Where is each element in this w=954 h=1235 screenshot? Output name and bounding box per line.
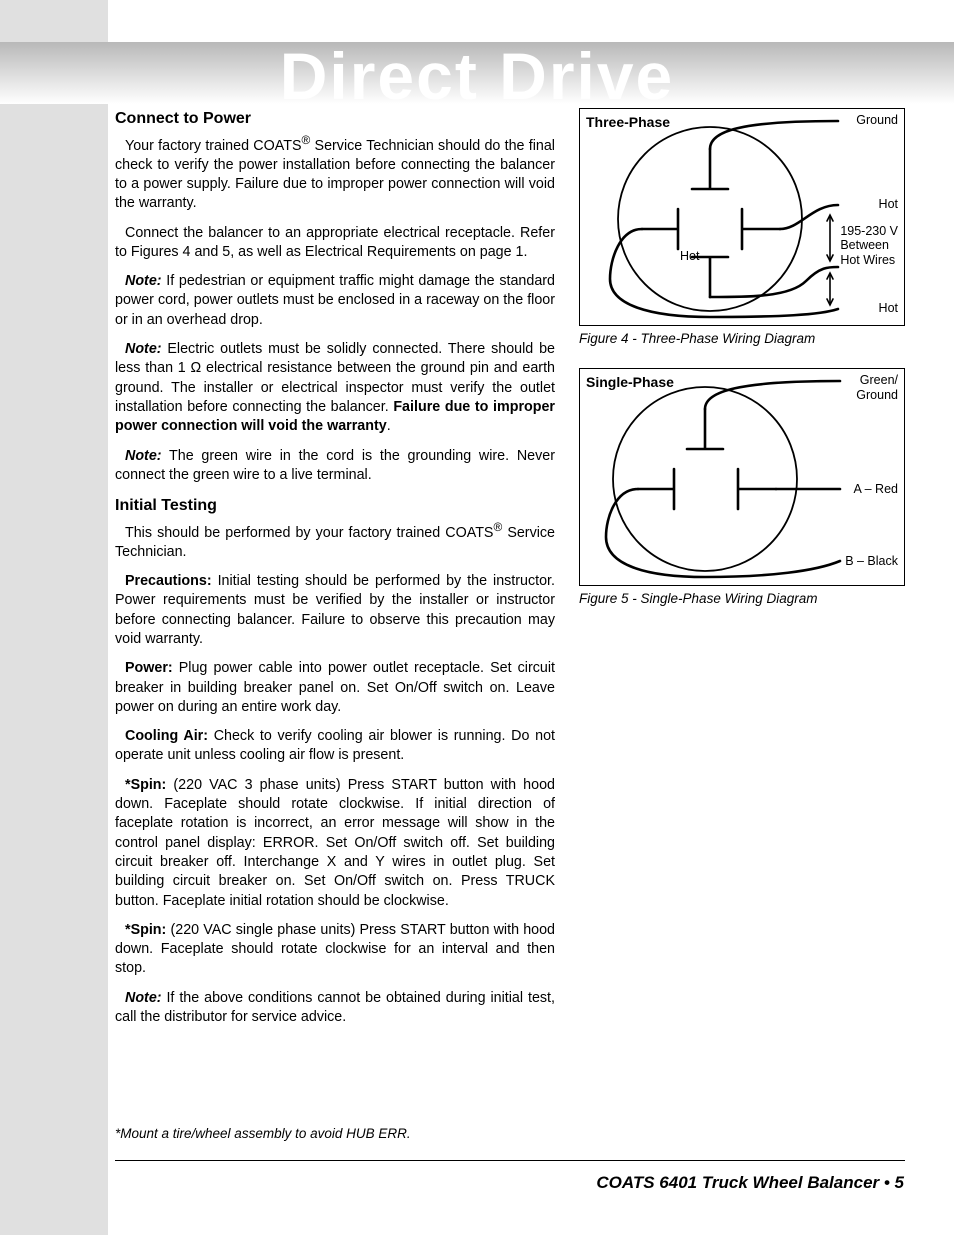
banner: Direct Drive [0, 42, 954, 104]
testing-spin1: *Spin: (220 VAC 3 phase units) Press STA… [115, 776, 555, 911]
footer-text: COATS 6401 Truck Wheel Balancer • 5 [596, 1172, 904, 1195]
testing-spin2: *Spin: (220 VAC single phase units) Pres… [115, 921, 555, 979]
left-sidebar [0, 0, 108, 1235]
fig4-lbl-ground: Ground [856, 113, 898, 127]
fig5-caption: Figure 5 - Single-Phase Wiring Diagram [579, 590, 905, 608]
fig4-diagram [580, 109, 906, 327]
fig4-lbl-hot-br: Hot [879, 301, 898, 315]
left-column: Connect to Power Your factory trained CO… [115, 108, 555, 1037]
testing-cooling: Cooling Air: Check to verify cooling air… [115, 727, 555, 766]
content: Connect to Power Your factory trained CO… [115, 108, 905, 1037]
connect-note1: Note: If pedestrian or equipment traffic… [115, 272, 555, 330]
heading-testing: Initial Testing [115, 495, 555, 517]
fig5-lbl-a: A – Red [854, 482, 898, 496]
testing-note: Note: If the above conditions cannot be … [115, 989, 555, 1028]
heading-connect: Connect to Power [115, 108, 555, 130]
fig5-title: Single-Phase [586, 373, 674, 392]
fig4-title: Three-Phase [586, 113, 670, 132]
footnote: *Mount a tire/wheel assembly to avoid HU… [115, 1125, 411, 1143]
fig4-caption: Figure 4 - Three-Phase Wiring Diagram [579, 330, 905, 348]
fig5-lbl-b: B – Black [845, 554, 898, 568]
connect-p1: Your factory trained COATS® Service Tech… [115, 132, 555, 214]
testing-power: Power: Plug power cable into power outle… [115, 659, 555, 717]
figure-5: Single-Phase Green/ Ground [579, 368, 905, 586]
banner-text: Direct Drive [280, 42, 675, 104]
connect-note3: Note: The green wire in the cord is the … [115, 447, 555, 486]
figure-4: Three-Phase [579, 108, 905, 326]
fig5-lbl-green: Green/ Ground [856, 373, 898, 402]
fig4-lbl-hot-tr: Hot [879, 197, 898, 211]
testing-p1: This should be performed by your factory… [115, 519, 555, 562]
connect-p2: Connect the balancer to an appropriate e… [115, 224, 555, 263]
fig4-lbl-between: 195-230 V Between Hot Wires [840, 224, 898, 267]
testing-precautions: Precautions: Initial testing should be p… [115, 572, 555, 649]
connect-note2: Note: Electric outlets must be solidly c… [115, 340, 555, 436]
right-column: Three-Phase [579, 108, 905, 1037]
footer-rule [115, 1160, 905, 1161]
fig4-lbl-hot-ml: Hot [680, 249, 699, 263]
